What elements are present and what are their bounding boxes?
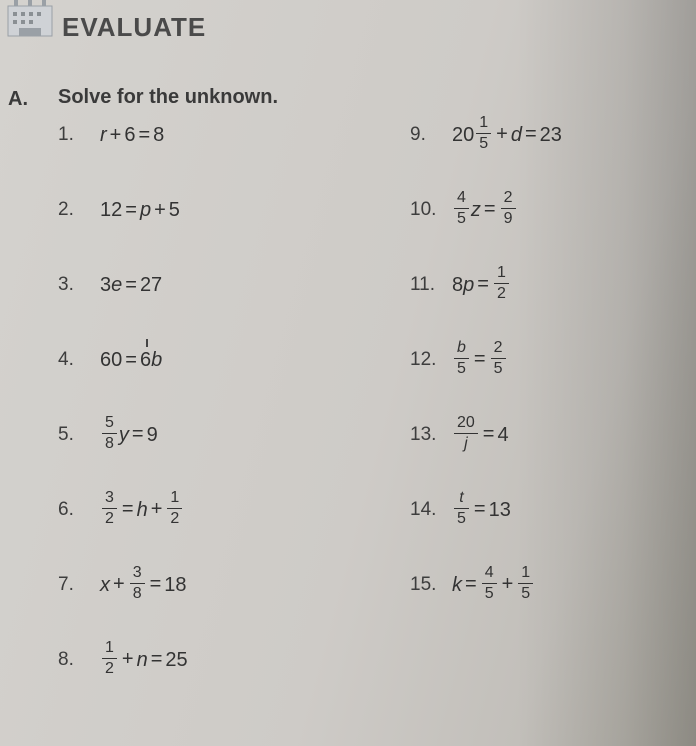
problem-number: 9. [410, 124, 452, 146]
problem-expression: 12+n=25 [100, 641, 188, 680]
problem-row: 9.2015+d=23 [410, 114, 670, 156]
problem-expression: x+38=18 [100, 566, 187, 605]
problem-row: 5.58y=9 [58, 414, 358, 456]
problem-expression: t5=13 [452, 491, 511, 530]
problem-number: 5. [58, 424, 100, 446]
problem-expression: 12=p+5 [100, 199, 180, 222]
problem-expression: r+6=8 [100, 124, 164, 147]
problem-row: 6.32=h+12 [58, 489, 358, 531]
problem-number: 14. [410, 499, 452, 521]
problem-number: 15. [410, 574, 452, 596]
problem-expression: 20j=4 [452, 416, 509, 455]
section-label: A. [8, 88, 28, 111]
problem-row: 13.20j=4 [410, 414, 670, 456]
problem-row: 14.t5=13 [410, 489, 670, 531]
problem-row: 10.45z=29 [410, 189, 670, 231]
problem-expression: 60=6b [100, 349, 162, 372]
instruction-text: Solve for the unknown. [58, 86, 278, 109]
problem-expression: 32=h+12 [100, 491, 184, 530]
problem-row: 12.b5=25 [410, 339, 670, 381]
problems-left-column: 1.r+6=8 2.12=p+5 3.3e=27 4.60=6b 5.58y=9 6.32… [58, 114, 358, 714]
problem-row: 8.12+n=25 [58, 639, 358, 681]
problem-expression: 45z=29 [452, 191, 518, 230]
problem-row: 11.8p=12 [410, 264, 670, 306]
problem-expression: 58y=9 [100, 416, 158, 455]
problem-expression: 2015+d=23 [452, 116, 562, 155]
problem-number: 3. [58, 274, 100, 296]
problems-right-column: 9.2015+d=2310.45z=2911.8p=1212.b5=2513.2… [410, 114, 670, 639]
problem-row: 4.60=6b [58, 339, 358, 381]
problem-number: 8. [58, 649, 100, 671]
problem-number: 4. [58, 349, 100, 371]
page-heading: EVALUATE [62, 12, 206, 43]
problem-number: 7. [58, 574, 100, 596]
problem-row: 7.x+38=18 [58, 564, 358, 606]
problem-row: 2.12=p+5 [58, 189, 358, 231]
problem-row: 1.r+6=8 [58, 114, 358, 156]
problem-number: 12. [410, 349, 452, 371]
problem-number: 11. [410, 274, 452, 296]
problem-number: 10. [410, 199, 452, 221]
problem-expression: 8p=12 [452, 266, 511, 305]
problem-expression: 3e=27 [100, 274, 162, 297]
problem-expression: b5=25 [452, 341, 508, 380]
problem-number: 2. [58, 199, 100, 221]
building-icon [6, 0, 54, 40]
problem-row: 15.k=45+15 [410, 564, 670, 606]
problem-number: 6. [58, 499, 100, 521]
problem-number: 1. [58, 124, 100, 146]
problem-expression: k=45+15 [452, 566, 535, 605]
problem-number: 13. [410, 424, 452, 446]
problem-row: 3.3e=27 [58, 264, 358, 306]
